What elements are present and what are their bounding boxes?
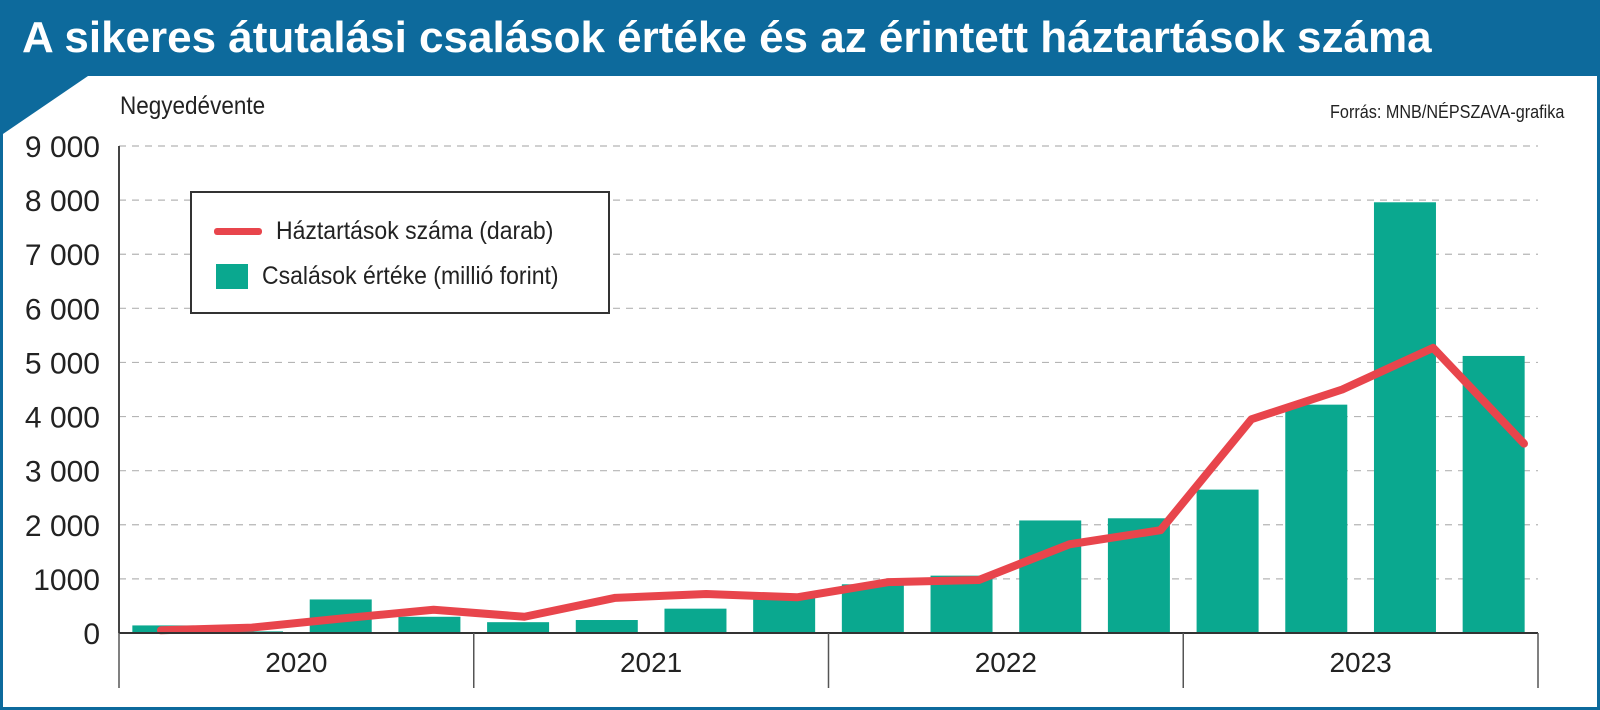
y-tick-label: 9 000 (25, 131, 100, 164)
y-tick-label: 1000 (33, 564, 100, 597)
x-tick-label: 2023 (1329, 647, 1391, 678)
y-tick-label: 5 000 (25, 347, 100, 380)
bar (1196, 489, 1259, 633)
x-tick-label: 2020 (265, 647, 327, 678)
bar (1019, 520, 1082, 633)
legend-bar-swatch (216, 263, 248, 289)
axes (118, 146, 1539, 688)
legend-label-bar: Csalások értéke (millió forint) (262, 261, 559, 290)
bar (1285, 404, 1348, 633)
bar (664, 608, 727, 633)
y-tick-label: 7 000 (25, 239, 100, 272)
legend-item-bar: Csalások értéke (millió forint) (214, 256, 584, 296)
tick-labels: 0 1000 2 000 3 000 4 000 5 000 6 000 7 000 8 000… (25, 131, 1392, 678)
y-tick-label: 0 (83, 618, 100, 651)
x-tick-label: 2021 (620, 647, 682, 678)
line-household-count (157, 343, 1528, 635)
legend-line-swatch (214, 227, 262, 235)
chart-subtitle: Negyedévente (120, 92, 266, 120)
legend-item-line: Háztartások száma (darab) (214, 211, 578, 251)
chart-source: Forrás: MNB/NÉPSZAVA-grafika (1329, 102, 1564, 122)
y-tick-label: 6 000 (25, 293, 100, 326)
line-series (157, 343, 1528, 635)
legend: Háztartások száma (darab) Csalások érték… (190, 191, 610, 314)
bar (930, 575, 993, 633)
bar (575, 620, 638, 633)
bar (841, 584, 904, 633)
legend-label-line: Háztartások száma (darab) (276, 216, 554, 245)
y-tick-label: 3 000 (25, 456, 100, 489)
x-tick-label: 2022 (975, 647, 1037, 678)
title-notch (0, 76, 88, 136)
bar (398, 616, 461, 633)
bar (1462, 355, 1525, 633)
y-tick-label: 4 000 (25, 402, 100, 435)
title-bar (0, 0, 1600, 76)
y-tick-label: 2 000 (25, 510, 100, 543)
bar (487, 622, 550, 633)
y-tick-label: 8 000 (25, 185, 100, 218)
chart-title: A sikeres átutalási csalások értéke és a… (22, 13, 1432, 62)
bar (1373, 202, 1436, 633)
